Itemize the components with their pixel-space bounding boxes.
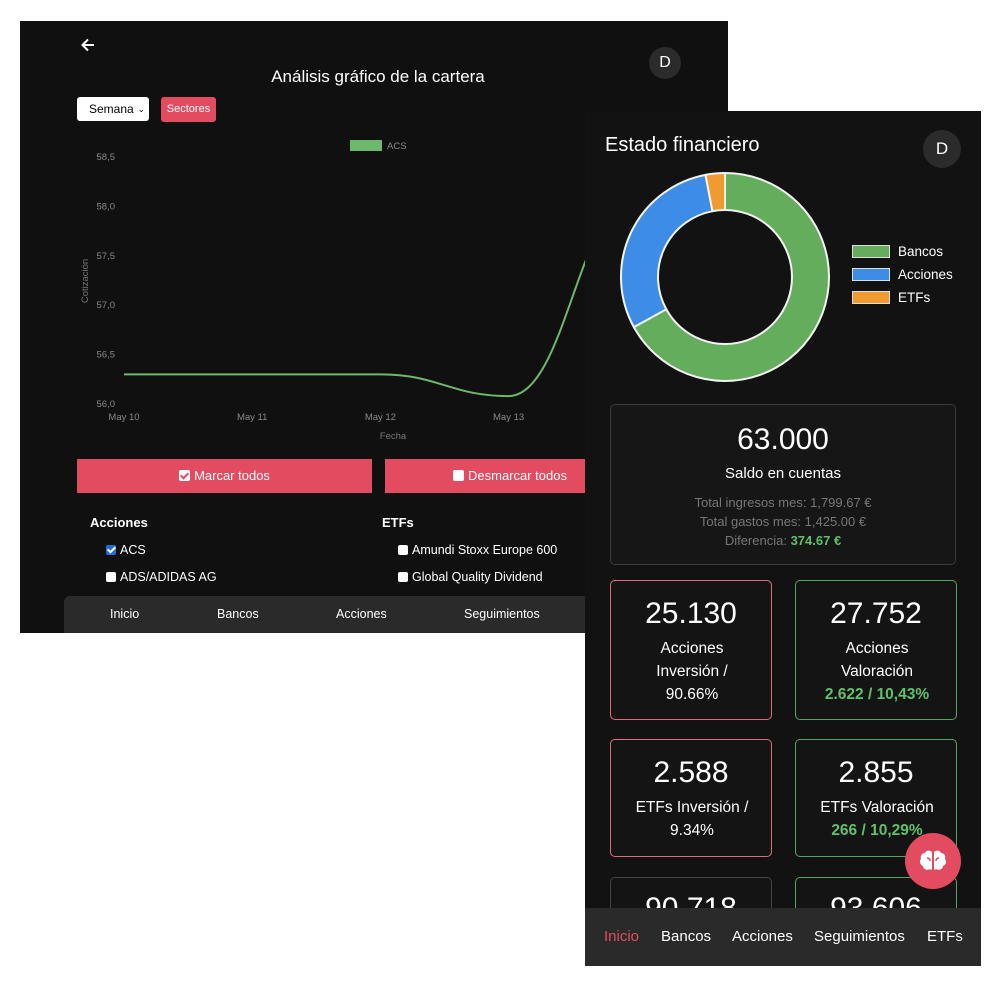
y-tick-label: 56,0 <box>97 399 116 410</box>
asset-checkbox-adidas[interactable]: ADS/ADIDAS AG <box>106 570 217 584</box>
card-label-line: Acciones <box>845 640 909 657</box>
y-tick-label: 58,5 <box>97 152 116 163</box>
card-label-line: Inversión / <box>656 663 728 680</box>
card-acciones-inversion[interactable]: 25.130 Acciones Inversión / 90.66% <box>610 580 772 720</box>
y-tick-label: 56,5 <box>97 350 116 361</box>
nav-item-acciones[interactable]: Acciones <box>336 607 387 621</box>
nav-item-bancos[interactable]: Bancos <box>217 607 259 621</box>
page-title: Análisis gráfico de la cartera <box>271 67 485 86</box>
checkbox-empty-icon <box>398 572 408 582</box>
financial-status-window: Estado financiero D Bancos Acciones ETFs… <box>585 111 981 966</box>
group-title-etfs: ETFs <box>382 515 414 530</box>
balance-label: Saldo en cuentas <box>725 465 841 482</box>
y-axis-label: Cotización <box>80 259 91 303</box>
legend-swatch <box>852 291 890 304</box>
group-title-acciones: Acciones <box>90 515 148 530</box>
card-label-line: 9.34% <box>670 822 714 839</box>
balance-value: 63.000 <box>737 423 829 456</box>
nav-item-inicio[interactable]: Inicio <box>110 607 140 621</box>
card-etfs-inversion[interactable]: 2.588 ETFs Inversión / 9.34% <box>610 739 772 857</box>
x-axis-label: Fecha <box>380 431 407 442</box>
legend-item-etfs[interactable]: ETFs <box>852 290 930 305</box>
x-tick-label: May 13 <box>493 412 524 423</box>
nav-item-seguimientos[interactable]: Seguimientos <box>814 928 905 945</box>
mark-all-button[interactable]: Marcar todos <box>77 459 372 493</box>
nav-item-acciones[interactable]: Acciones <box>732 928 793 945</box>
checkbox-checked-icon <box>179 470 191 481</box>
balance-card: 63.000 Saldo en cuentas Total ingresos m… <box>610 404 956 565</box>
period-select-value: Semana <box>89 102 134 116</box>
checkbox-empty-icon <box>453 470 464 481</box>
nav-item-etfs[interactable]: ETFs <box>927 928 963 945</box>
card-gain: 266 / 10,29% <box>831 822 923 839</box>
legend-swatch <box>852 245 890 258</box>
avatar[interactable]: D <box>923 130 961 168</box>
legend-label: Acciones <box>898 267 953 282</box>
expenses-text: Total gastos mes: 1,425.00 € <box>699 514 867 529</box>
legend-label: ETFs <box>898 290 931 305</box>
card-gain: 2.622 / 10,43% <box>824 686 930 703</box>
legend-swatch <box>852 268 890 281</box>
legend-item-bancos[interactable]: Bancos <box>852 244 943 259</box>
difference-text: Diferencia: 374.67 € <box>611 533 955 548</box>
y-tick-label: 58,0 <box>97 201 116 212</box>
card-value: 2.855 <box>838 756 914 789</box>
x-tick-label: May 10 <box>108 412 139 423</box>
card-label-line: 90.66% <box>665 686 719 703</box>
legend-label: Bancos <box>898 244 944 259</box>
brain-fab-button[interactable] <box>905 833 961 889</box>
bottom-nav: Inicio Bancos Acciones Seguimientos ETFs <box>585 908 981 966</box>
checkbox-empty-icon <box>398 545 408 555</box>
mark-all-label: Marcar todos <box>194 468 270 483</box>
chevron-down-icon: ⌄ <box>137 104 145 114</box>
asset-label: ADS/ADIDAS AG <box>120 570 217 584</box>
asset-checkbox-acs[interactable]: ACS <box>106 543 146 557</box>
y-tick-label: 57,0 <box>97 300 116 311</box>
legend-swatch <box>350 140 382 151</box>
income-text: Total ingresos mes: 1,799.67 € <box>694 495 872 510</box>
unmark-all-label: Desmarcar todos <box>468 468 567 483</box>
sectors-button[interactable]: Sectores <box>161 97 216 122</box>
avatar[interactable]: D <box>649 47 681 79</box>
checkbox-empty-icon <box>106 572 116 582</box>
nav-item-inicio[interactable]: Inicio <box>604 928 640 945</box>
x-tick-label: May 11 <box>237 412 267 423</box>
checkbox-checked-icon <box>106 545 116 555</box>
difference-value: 374.67 € <box>790 533 842 548</box>
nav-item-bancos[interactable]: Bancos <box>661 928 712 945</box>
card-label-line: Acciones <box>660 640 724 657</box>
asset-checkbox-amundi[interactable]: Amundi Stoxx Europe 600 <box>398 543 557 557</box>
y-tick-label: 57,5 <box>97 251 116 262</box>
donut-slice-etfs[interactable] <box>704 171 726 213</box>
nav-item-seguimientos[interactable]: Seguimientos <box>464 607 540 621</box>
legend-label[interactable]: ACS <box>387 141 407 152</box>
asset-checkbox-global-quality[interactable]: Global Quality Dividend <box>398 570 543 584</box>
card-label-line: Valoración <box>840 663 914 680</box>
x-tick-label: May 12 <box>365 412 396 423</box>
donut-slice-acciones[interactable] <box>620 173 714 329</box>
asset-label: ACS <box>120 543 146 557</box>
back-arrow-icon[interactable] <box>78 35 98 55</box>
difference-label: Diferencia: <box>724 533 787 548</box>
card-value: 25.130 <box>645 597 737 630</box>
card-value: 27.752 <box>830 597 922 630</box>
brain-icon <box>919 850 947 870</box>
portfolio-donut-chart <box>620 171 830 382</box>
card-value: 2.588 <box>653 756 729 789</box>
card-acciones-valoracion[interactable]: 27.752 Acciones Valoración 2.622 / 10,43… <box>795 580 957 720</box>
card-label-line: ETFs Valoración <box>820 799 934 816</box>
card-label-line: ETFs Inversión / <box>635 799 749 816</box>
page-title: Estado financiero <box>605 134 760 156</box>
period-select[interactable]: Semana ⌄ <box>77 97 149 121</box>
asset-label: Amundi Stoxx Europe 600 <box>412 543 558 557</box>
asset-label: Global Quality Dividend <box>412 570 543 584</box>
donut-slice-bancos[interactable] <box>632 171 830 382</box>
legend-item-acciones[interactable]: Acciones <box>852 267 953 282</box>
